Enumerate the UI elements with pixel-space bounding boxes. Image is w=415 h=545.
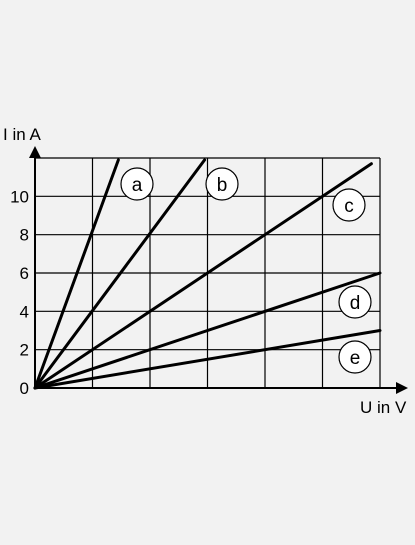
series-line-c xyxy=(33,162,373,390)
y-tick-label: 8 xyxy=(20,226,29,245)
series-label-circle-e xyxy=(338,340,372,374)
y-tick-label: 6 xyxy=(20,264,29,283)
series-label-b: b xyxy=(217,175,228,196)
y-axis-arrow-icon xyxy=(29,146,41,158)
y-tick-label: 10 xyxy=(10,187,29,206)
y-tick-labels: 0 2 4 6 8 10 xyxy=(10,187,29,398)
x-axis-arrow-icon xyxy=(396,382,408,394)
series-line-d xyxy=(33,271,382,390)
series-label-c: c xyxy=(344,196,354,217)
series-line-e xyxy=(33,329,382,390)
series-lines xyxy=(33,158,382,390)
series-label-d: d xyxy=(350,293,361,314)
series-label-circle-b xyxy=(205,167,239,201)
y-tick-label: 4 xyxy=(20,302,29,321)
series-label-e: e xyxy=(350,348,361,369)
series-label-circle-a xyxy=(120,167,154,201)
y-tick-label: 2 xyxy=(20,341,29,360)
axes xyxy=(29,146,408,394)
series-labels: a b c d e xyxy=(120,167,372,374)
y-axis-label: I in A xyxy=(3,125,41,144)
series-label-a: a xyxy=(132,175,143,196)
series-line-a xyxy=(33,158,120,390)
series-label-circle-d xyxy=(338,285,372,319)
series-line-b xyxy=(33,158,207,390)
series-label-circle-c xyxy=(332,188,366,222)
y-tick-label: 0 xyxy=(20,379,29,398)
x-axis-label: U in V xyxy=(360,398,407,417)
